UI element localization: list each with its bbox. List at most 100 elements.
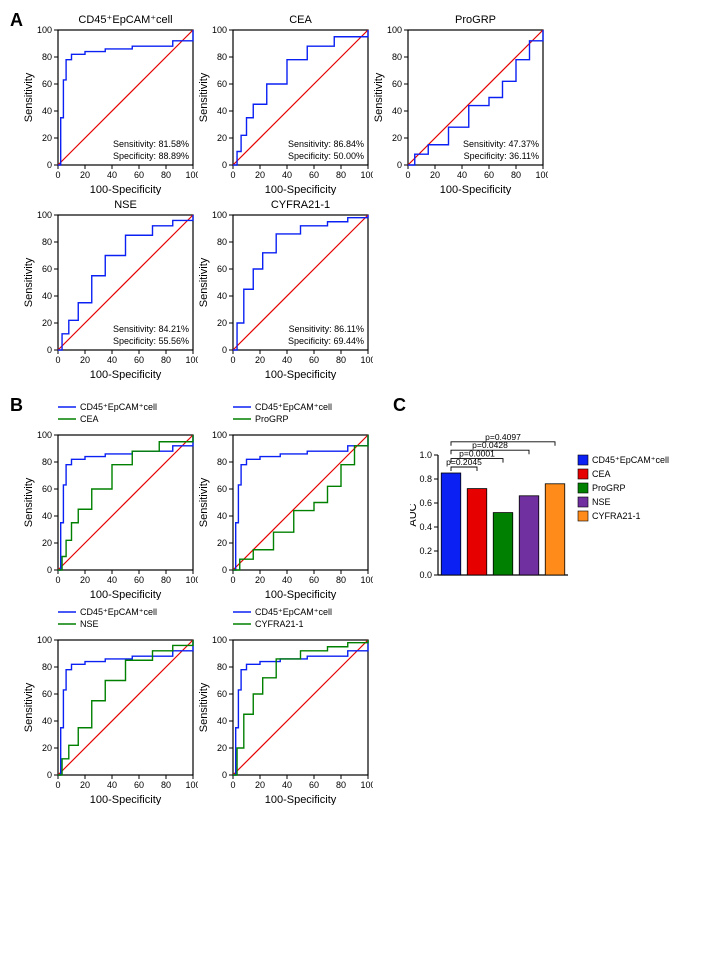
svg-text:Sensitivity: 81.58%: Sensitivity: 81.58%: [113, 139, 189, 149]
svg-text:80: 80: [161, 575, 171, 585]
svg-text:60: 60: [309, 355, 319, 365]
svg-text:100: 100: [360, 780, 373, 790]
roc-chart: CD45⁺EpCAM⁺cell0020204040606080801001001…: [23, 10, 198, 195]
svg-text:20: 20: [80, 780, 90, 790]
svg-text:0: 0: [230, 170, 235, 180]
svg-text:NSE: NSE: [80, 619, 99, 629]
svg-text:Specificity: 50.00%: Specificity: 50.00%: [288, 151, 364, 161]
svg-text:40: 40: [107, 355, 117, 365]
svg-text:40: 40: [217, 716, 227, 726]
svg-text:20: 20: [217, 133, 227, 143]
roc-chart: CYFRA21-1002020404060608080100100100-Spe…: [198, 195, 373, 380]
svg-text:0: 0: [55, 170, 60, 180]
svg-text:60: 60: [217, 484, 227, 494]
svg-text:0: 0: [47, 160, 52, 170]
svg-text:Sensitivity: Sensitivity: [23, 477, 35, 527]
svg-text:40: 40: [42, 716, 52, 726]
svg-text:80: 80: [217, 237, 227, 247]
svg-text:CYFRA21-1: CYFRA21-1: [255, 619, 304, 629]
svg-text:0: 0: [47, 770, 52, 780]
svg-text:100: 100: [387, 25, 402, 35]
svg-text:0.6: 0.6: [420, 498, 433, 508]
svg-text:CEA: CEA: [289, 14, 312, 26]
svg-text:100: 100: [212, 635, 227, 645]
svg-text:100-Specificity: 100-Specificity: [90, 369, 162, 380]
svg-text:Sensitivity: Sensitivity: [23, 682, 35, 732]
svg-text:0.8: 0.8: [420, 474, 433, 484]
svg-text:40: 40: [217, 511, 227, 521]
svg-text:CYFRA21-1: CYFRA21-1: [592, 511, 641, 521]
svg-text:80: 80: [336, 575, 346, 585]
svg-text:0.2: 0.2: [420, 546, 433, 556]
svg-text:20: 20: [255, 575, 265, 585]
svg-text:20: 20: [255, 780, 265, 790]
svg-text:20: 20: [217, 318, 227, 328]
svg-text:ProGRP: ProGRP: [592, 483, 626, 493]
svg-text:20: 20: [255, 355, 265, 365]
svg-text:40: 40: [282, 780, 292, 790]
svg-text:40: 40: [217, 291, 227, 301]
svg-text:0: 0: [47, 565, 52, 575]
svg-text:40: 40: [42, 291, 52, 301]
roc-compare-chart: CD45⁺EpCAM⁺cellCEA0020204040606080801001…: [23, 395, 198, 600]
svg-text:0: 0: [222, 770, 227, 780]
svg-text:80: 80: [42, 237, 52, 247]
svg-text:40: 40: [282, 575, 292, 585]
svg-text:0: 0: [55, 575, 60, 585]
svg-text:60: 60: [309, 575, 319, 585]
svg-text:100-Specificity: 100-Specificity: [90, 184, 162, 195]
svg-text:100-Specificity: 100-Specificity: [265, 589, 337, 600]
panel-a-label: A: [10, 10, 23, 31]
svg-text:60: 60: [134, 355, 144, 365]
svg-text:80: 80: [217, 457, 227, 467]
roc-compare-chart: CD45⁺EpCAM⁺cellNSE0020204040606080801001…: [23, 600, 198, 805]
svg-text:20: 20: [80, 170, 90, 180]
svg-text:0: 0: [230, 575, 235, 585]
svg-text:Sensitivity: Sensitivity: [373, 72, 385, 122]
svg-text:CD45⁺EpCAM⁺cell: CD45⁺EpCAM⁺cell: [255, 402, 332, 412]
panel-c-label: C: [393, 395, 406, 416]
svg-text:60: 60: [42, 79, 52, 89]
svg-text:20: 20: [430, 170, 440, 180]
svg-text:80: 80: [217, 52, 227, 62]
svg-text:20: 20: [392, 133, 402, 143]
panel-b-charts: CD45⁺EpCAM⁺cellCEA0020204040606080801001…: [23, 395, 393, 805]
svg-text:0: 0: [55, 780, 60, 790]
svg-text:20: 20: [42, 538, 52, 548]
svg-text:100: 100: [185, 780, 198, 790]
svg-text:100: 100: [37, 430, 52, 440]
svg-text:60: 60: [134, 780, 144, 790]
svg-text:CD45⁺EpCAM⁺cell: CD45⁺EpCAM⁺cell: [592, 455, 669, 465]
svg-text:40: 40: [282, 170, 292, 180]
svg-text:60: 60: [42, 264, 52, 274]
svg-text:0: 0: [55, 355, 60, 365]
svg-text:80: 80: [392, 52, 402, 62]
panel-c-chart: 0.00.20.40.60.81.0AUCp=0.2045p=0.0001p=0…: [410, 582, 670, 599]
svg-text:100: 100: [212, 210, 227, 220]
svg-text:60: 60: [484, 170, 494, 180]
svg-text:CD45⁺EpCAM⁺cell: CD45⁺EpCAM⁺cell: [255, 607, 332, 617]
svg-text:60: 60: [134, 170, 144, 180]
roc-chart: CEA002020404060608080100100100-Specifici…: [198, 10, 373, 195]
svg-text:80: 80: [336, 780, 346, 790]
roc-compare-chart: CD45⁺EpCAM⁺cellProGRP0020204040606080801…: [198, 395, 373, 600]
svg-text:40: 40: [217, 106, 227, 116]
svg-text:60: 60: [309, 170, 319, 180]
svg-text:20: 20: [255, 170, 265, 180]
svg-text:60: 60: [392, 79, 402, 89]
svg-text:60: 60: [217, 79, 227, 89]
svg-text:0: 0: [47, 345, 52, 355]
svg-text:60: 60: [134, 575, 144, 585]
svg-text:100: 100: [37, 210, 52, 220]
svg-text:100-Specificity: 100-Specificity: [265, 794, 337, 805]
svg-text:40: 40: [282, 355, 292, 365]
svg-text:20: 20: [42, 318, 52, 328]
svg-text:NSE: NSE: [114, 199, 137, 211]
svg-text:80: 80: [42, 457, 52, 467]
svg-text:40: 40: [107, 780, 117, 790]
panel-b-label: B: [10, 395, 23, 416]
svg-text:Sensitivity: Sensitivity: [23, 257, 35, 307]
svg-text:100-Specificity: 100-Specificity: [265, 184, 337, 195]
svg-text:AUC: AUC: [410, 503, 419, 526]
svg-text:CEA: CEA: [592, 469, 611, 479]
